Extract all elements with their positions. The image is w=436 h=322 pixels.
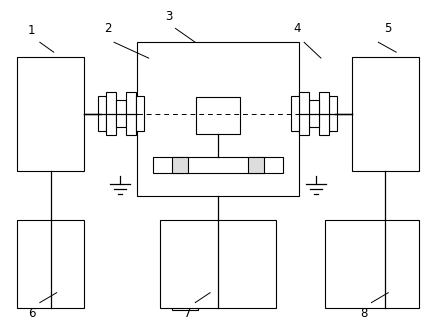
Bar [319,92,329,135]
Bar [351,57,419,171]
Bar [299,92,309,135]
Text: 8: 8 [360,307,367,320]
Bar [160,221,276,308]
Bar [329,96,337,131]
Text: 1: 1 [28,24,36,37]
Bar [17,221,85,308]
Bar [325,221,419,308]
Bar [173,294,198,309]
Text: 7: 7 [184,307,191,320]
Bar [248,157,263,173]
Bar [291,96,299,131]
Bar [116,100,126,128]
Bar [173,157,188,173]
Bar [17,57,85,171]
Bar [137,42,299,196]
Text: 5: 5 [385,22,392,35]
Text: 4: 4 [293,22,301,35]
Text: 3: 3 [165,10,172,23]
Bar [98,96,106,131]
Text: 2: 2 [104,22,112,35]
Bar [153,157,283,173]
Bar [196,97,240,134]
Bar [106,92,116,135]
Bar [136,96,144,131]
Text: 6: 6 [28,307,36,320]
Bar [309,100,319,128]
Bar [126,92,136,135]
